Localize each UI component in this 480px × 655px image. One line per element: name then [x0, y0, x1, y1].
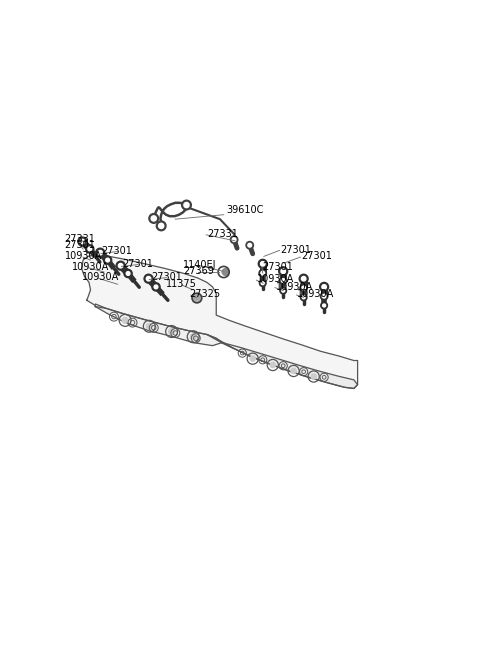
Circle shape — [301, 276, 306, 281]
Circle shape — [259, 280, 266, 286]
Text: 27301: 27301 — [263, 262, 294, 272]
Circle shape — [222, 269, 229, 275]
Circle shape — [246, 242, 253, 249]
Text: 11375: 11375 — [166, 279, 197, 290]
Circle shape — [158, 223, 164, 229]
Circle shape — [302, 296, 305, 299]
Text: 10930A: 10930A — [82, 272, 119, 282]
Circle shape — [190, 334, 196, 340]
Text: 27331: 27331 — [207, 229, 238, 239]
Text: 27369: 27369 — [183, 266, 214, 276]
Text: 10930A: 10930A — [72, 262, 109, 272]
Circle shape — [320, 282, 329, 291]
Text: 10930A: 10930A — [276, 282, 313, 292]
Circle shape — [98, 250, 102, 255]
Circle shape — [126, 272, 130, 275]
Circle shape — [279, 277, 287, 284]
Circle shape — [156, 221, 166, 231]
Circle shape — [291, 368, 296, 373]
Circle shape — [281, 278, 285, 282]
Circle shape — [322, 285, 326, 289]
Circle shape — [122, 318, 128, 324]
Circle shape — [106, 258, 109, 262]
Circle shape — [146, 324, 152, 329]
Text: 27301: 27301 — [122, 259, 154, 269]
Text: 27301: 27301 — [301, 252, 332, 261]
Circle shape — [119, 263, 123, 268]
Circle shape — [323, 304, 325, 307]
Circle shape — [144, 274, 153, 283]
Circle shape — [300, 294, 307, 301]
Circle shape — [124, 269, 132, 278]
Circle shape — [248, 244, 252, 247]
Circle shape — [321, 302, 327, 309]
Circle shape — [104, 256, 112, 264]
Circle shape — [151, 216, 156, 221]
Circle shape — [146, 276, 151, 281]
Text: 27325: 27325 — [190, 290, 221, 299]
Polygon shape — [82, 255, 358, 388]
Circle shape — [152, 283, 160, 291]
Text: 27301: 27301 — [151, 272, 182, 282]
Circle shape — [88, 247, 92, 251]
Text: 27301: 27301 — [102, 246, 132, 256]
Circle shape — [261, 261, 265, 266]
Circle shape — [230, 236, 238, 244]
Circle shape — [321, 293, 328, 300]
Circle shape — [78, 237, 87, 246]
Circle shape — [282, 289, 285, 292]
Circle shape — [96, 248, 105, 257]
Text: 10930A: 10930A — [257, 274, 294, 284]
Circle shape — [184, 202, 189, 208]
Circle shape — [116, 261, 125, 270]
Circle shape — [85, 245, 94, 253]
Circle shape — [149, 214, 158, 223]
Text: 27301: 27301 — [280, 245, 311, 255]
Text: 10930A: 10930A — [64, 252, 102, 261]
Text: 10930A: 10930A — [297, 290, 335, 299]
Circle shape — [250, 356, 255, 362]
Circle shape — [181, 200, 192, 210]
Circle shape — [322, 294, 326, 298]
Circle shape — [232, 238, 236, 242]
Circle shape — [261, 271, 264, 275]
Circle shape — [280, 288, 287, 294]
Polygon shape — [221, 342, 358, 388]
Circle shape — [168, 329, 175, 335]
Text: 39610C: 39610C — [227, 205, 264, 215]
Circle shape — [258, 259, 267, 269]
Polygon shape — [96, 304, 222, 346]
Circle shape — [80, 239, 84, 244]
Circle shape — [311, 374, 316, 379]
Circle shape — [300, 284, 307, 291]
Polygon shape — [207, 335, 234, 348]
Circle shape — [261, 282, 264, 285]
Text: 1140EJ: 1140EJ — [183, 259, 216, 270]
Circle shape — [302, 286, 305, 290]
Polygon shape — [192, 294, 202, 302]
Circle shape — [299, 274, 308, 283]
Circle shape — [281, 269, 286, 274]
Text: 27301: 27301 — [64, 240, 96, 250]
Text: 27331: 27331 — [64, 234, 96, 244]
Circle shape — [259, 269, 266, 277]
Circle shape — [279, 267, 288, 276]
Circle shape — [270, 362, 276, 367]
Circle shape — [154, 285, 158, 289]
